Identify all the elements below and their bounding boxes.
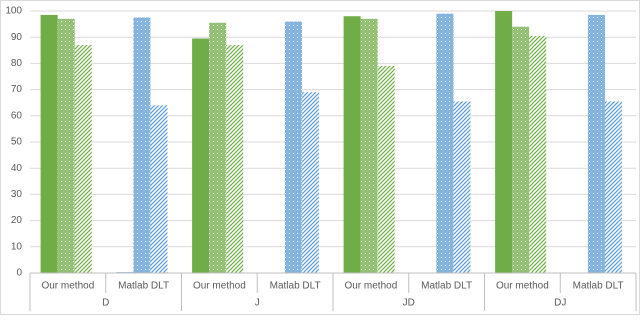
group-label: JD [403,298,415,309]
bar [604,101,622,273]
bar [360,18,378,273]
group-label: D [102,298,109,309]
y-tick-label: 40 [11,163,23,174]
bar [284,21,302,274]
y-tick-label: 0 [16,268,22,279]
bar [192,38,210,274]
bar [377,66,395,274]
y-tick-label: 10 [11,241,23,252]
y-tick-label: 90 [11,32,23,43]
bar [343,16,361,274]
x-tick-label: Our method [41,281,94,292]
bar [209,22,227,273]
y-tick-label: 60 [11,110,23,121]
bar [226,45,244,274]
bar [529,35,547,273]
y-tick-label: 20 [11,215,23,226]
x-tick-label: Our method [193,281,246,292]
x-tick-label: Matlab DLT [421,281,472,292]
y-tick-label: 50 [11,137,23,148]
y-tick-label: 30 [11,189,23,200]
group-label: DJ [554,298,566,309]
y-tick-label: 100 [5,6,22,17]
bar [453,101,471,273]
bar [301,92,319,273]
x-tick-label: Matlab DLT [270,281,321,292]
x-tick-label: Our method [496,281,549,292]
bar [40,14,58,274]
bar [436,13,454,274]
bar [74,45,92,274]
y-tick-label: 70 [11,84,23,95]
bar [495,11,513,273]
x-tick-label: Matlab DLT [118,281,169,292]
x-tick-label: Our method [344,281,397,292]
x-tick-label: Matlab DLT [573,281,624,292]
bar [150,105,168,273]
bar [512,26,530,273]
bar [133,17,151,273]
bar [57,18,75,273]
group-label: J [255,298,260,309]
bar [587,14,605,274]
y-tick-label: 80 [11,58,23,69]
